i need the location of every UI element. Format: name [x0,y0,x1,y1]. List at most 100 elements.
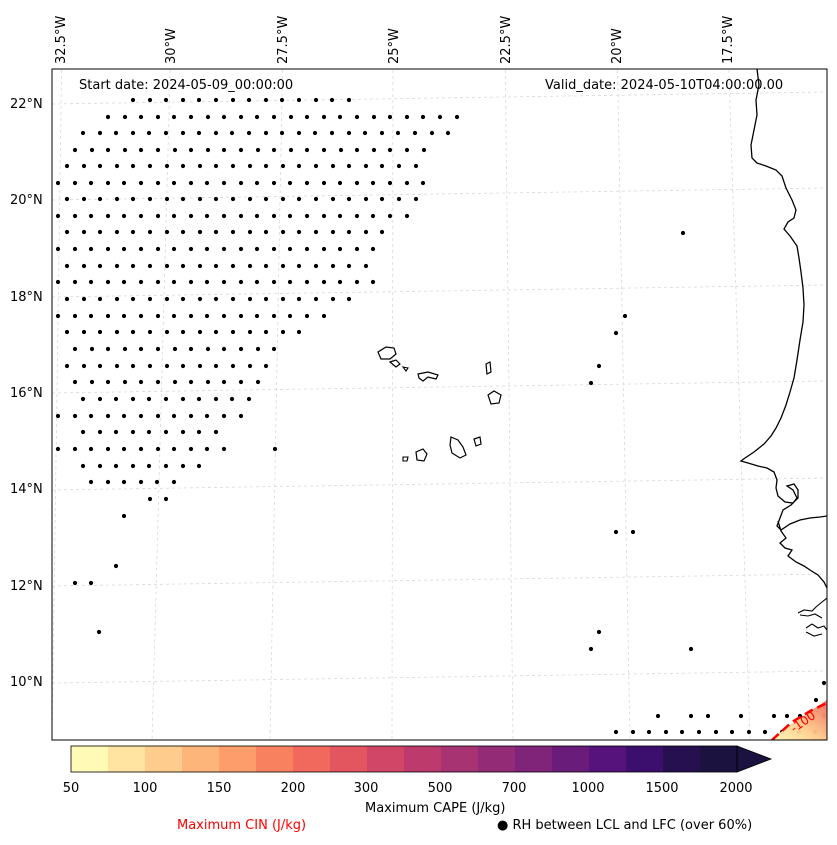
rh-dot [337,180,343,186]
rh-dot [296,196,302,202]
colorbar-extend-arrow [736,745,773,773]
rh-dot [197,296,203,302]
rh-dot [130,296,136,302]
rh-dot [97,429,103,435]
rh-dot [330,263,336,269]
rh-dot [138,379,144,385]
rh-dot [230,229,236,235]
rh-dot [88,479,94,485]
rh-dot [371,147,377,153]
colorbar-tick-1000: 1000 [571,781,605,796]
rh-dot [155,446,161,452]
rh-dot [188,413,194,419]
rh-dot [437,114,443,120]
rh-dot [221,114,227,120]
rh-dot [138,114,144,120]
rh-dot [188,279,194,285]
rh-dot [138,446,144,452]
rh-dot [188,346,194,352]
rh-dot [596,629,602,635]
rh-dot [121,313,127,319]
rh-dot [420,180,426,186]
rh-dot [337,279,343,285]
rh-dot [613,729,619,735]
colorbar-segment [367,746,404,772]
colorbar-segment [219,746,256,772]
colorbar-segment [293,746,330,772]
rh-dot [113,463,119,469]
rh-dot [55,413,61,419]
colorbar-tick-200: 200 [280,781,306,796]
rh-dot [271,346,277,352]
rh-dot [254,246,260,252]
rh-dot [338,147,344,153]
rh-dot [88,180,94,186]
rh-dot [72,213,78,219]
rh-dot [679,729,685,735]
lon-label-17-5w: 17.5°W [721,15,736,64]
rh-dot [121,180,127,186]
rh-dot [346,296,352,302]
rh-dot [247,363,253,369]
rh-dot [146,130,152,136]
rh-dot [296,163,302,169]
rh-dot [404,180,410,186]
rh-dot [247,196,253,202]
colorbar-segment [108,746,145,772]
rh-dot [180,296,186,302]
rh-dot [263,329,269,335]
rh-dot [247,263,253,269]
rh-dot [221,313,227,319]
rh-dot [288,147,294,153]
rh-dot [130,196,136,202]
cape-colorbar [71,745,773,773]
rh-dot [354,246,360,252]
rh-dot [287,246,293,252]
rh-dot [64,263,70,269]
rh-dot [114,363,120,369]
rh-dot [97,163,103,169]
rh-dot [713,729,719,735]
rh-dot [88,446,94,452]
cape-verde-santa-luzia [401,366,409,372]
rh-dot [404,147,410,153]
rh-dot [147,97,153,103]
rh-dot [180,263,186,269]
colorbar-tick-150: 150 [206,781,232,796]
rh-dot [746,729,752,735]
rh-dot [97,363,103,369]
rh-dot [622,313,628,319]
rh-dot [114,296,120,302]
rh-dot [154,479,160,485]
colorbar-segment [404,746,441,772]
rh-dot [81,363,87,369]
rh-dot [147,263,153,269]
rh-dot [255,346,261,352]
rh-dot [738,713,744,719]
colorbar-segment [71,746,108,772]
cape-verde-santo-antao [377,346,397,360]
rh-dot [346,163,352,169]
rh-dot [188,180,194,186]
rh-dot [97,263,103,269]
rh-dot [81,296,87,302]
rh-dot [171,479,177,485]
africa-coastline [739,69,827,531]
rh-dot [130,396,136,402]
rh-dot [370,180,376,186]
rh-dot [255,379,261,385]
rh-dot [204,313,210,319]
rh-dot [387,147,393,153]
parallel-gridline [52,573,827,587]
rh-dot [188,379,194,385]
rh-dot [288,114,294,120]
rh-dot [196,396,202,402]
rh-dot [138,279,144,285]
rh-dot [762,729,768,735]
rh-dot [370,246,376,252]
rh-dot [164,229,170,235]
rh-dot [205,346,211,352]
lat-label-12n: 12°N [10,579,43,594]
rh-legend-dot-icon: ● [497,818,509,833]
